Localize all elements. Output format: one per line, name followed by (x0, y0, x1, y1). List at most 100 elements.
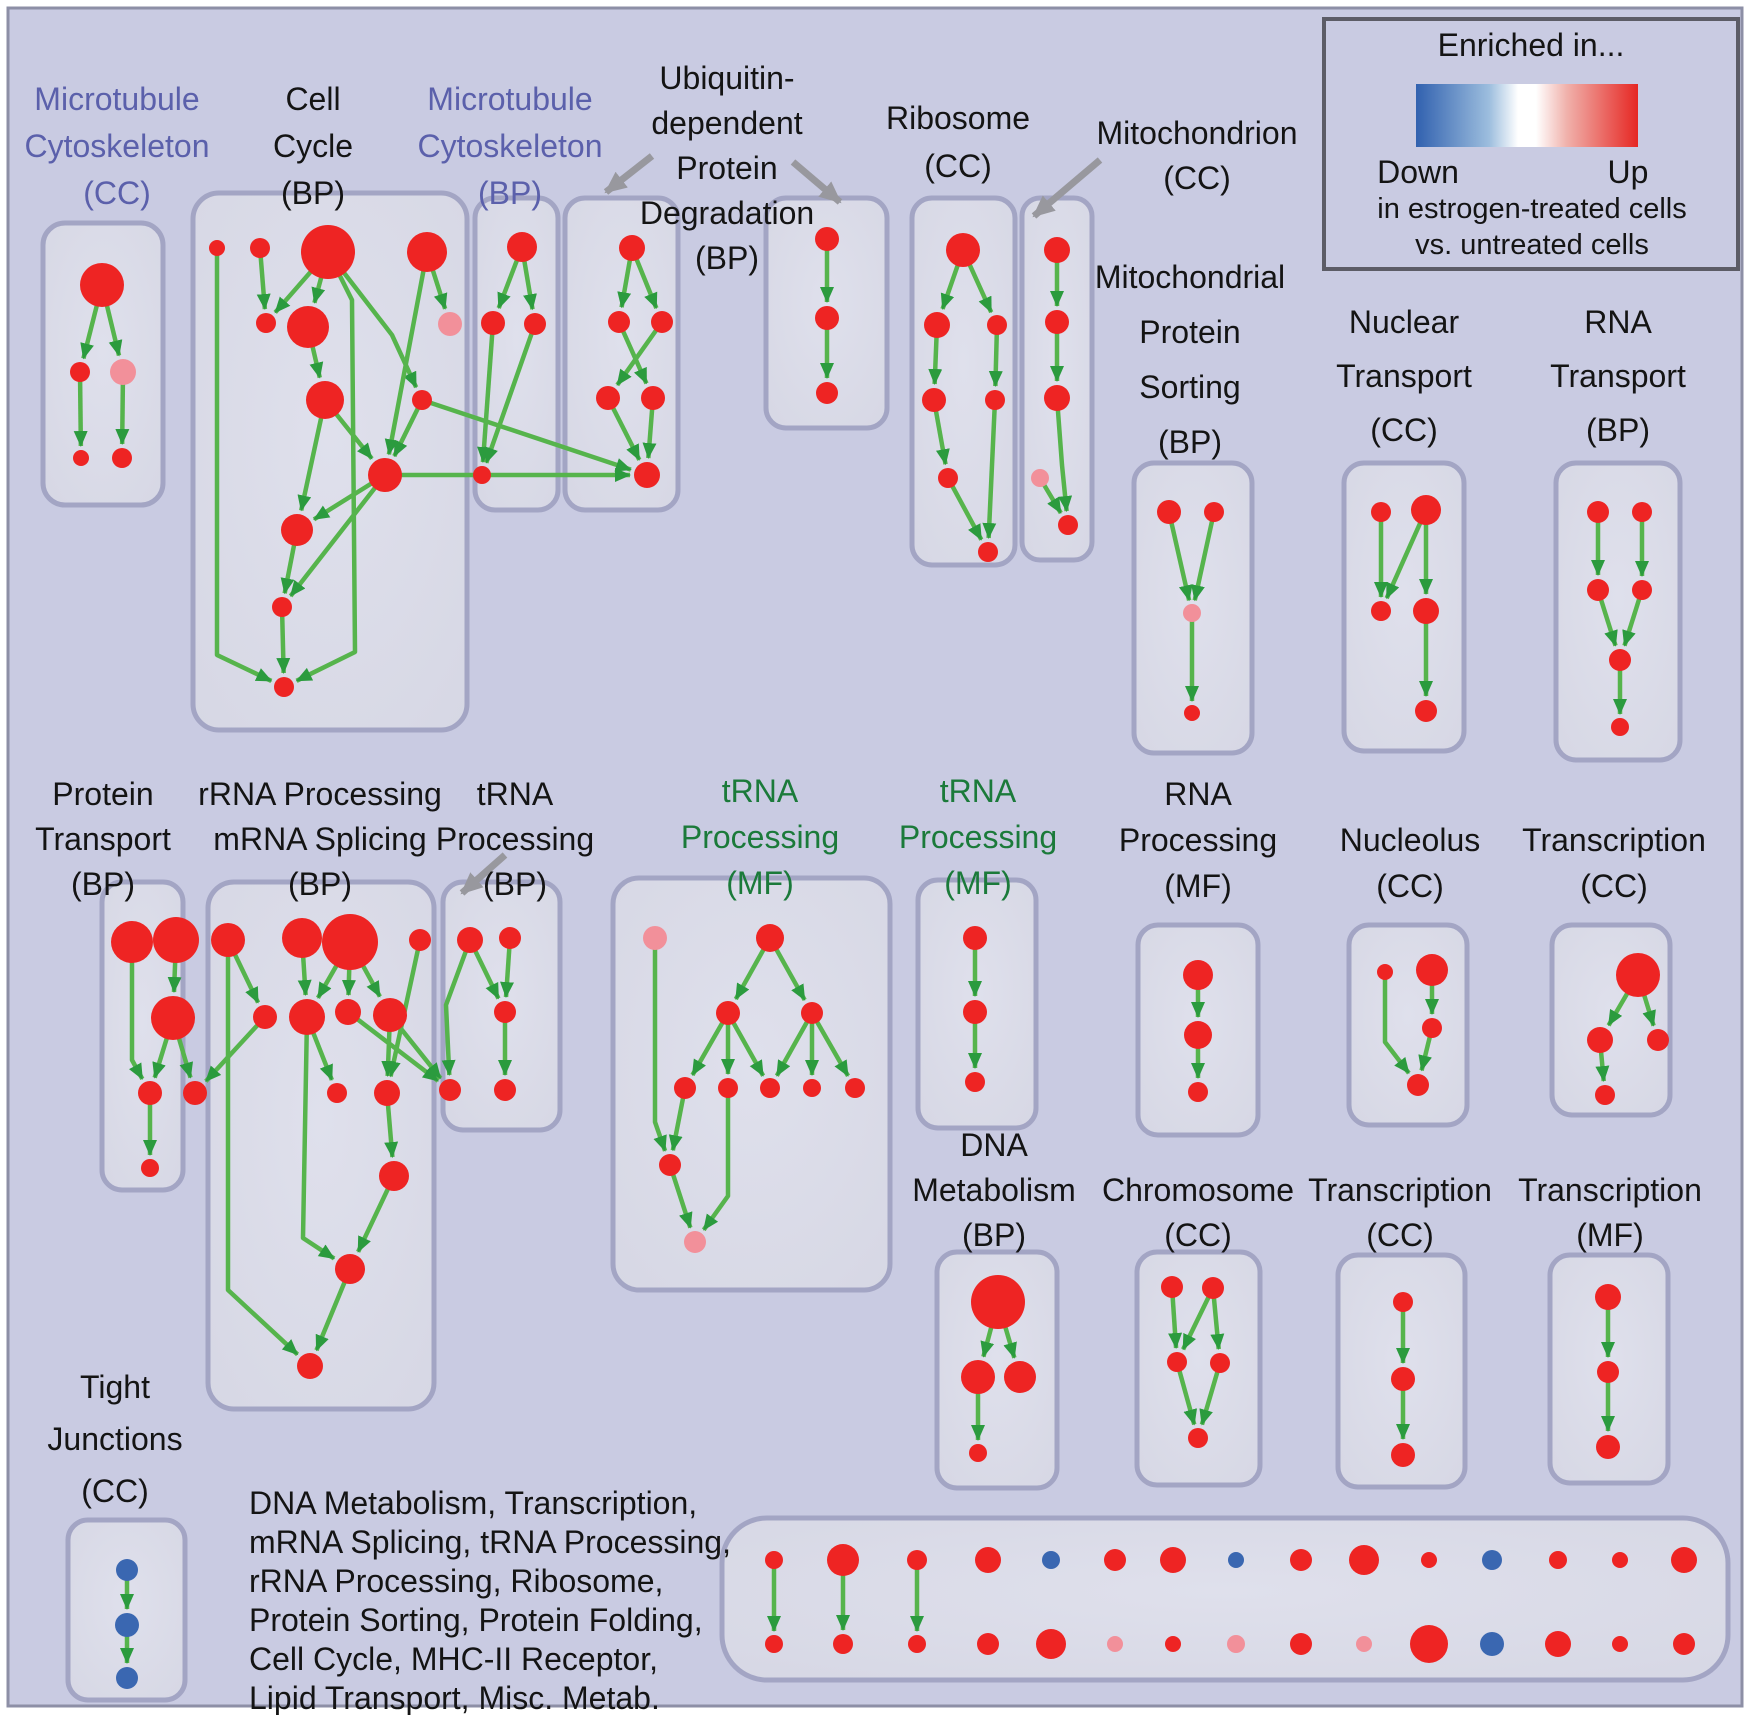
node-mt-bp-c (473, 466, 491, 484)
node-rrna-G (335, 999, 361, 1025)
node-nucleolus-b (1407, 1074, 1429, 1096)
trna-bp-label: tRNA Processing (BP) (436, 776, 594, 902)
dna-metabolism-label: DNA Metabolism (BP) (912, 1127, 1076, 1253)
node-nuclear-transport-d (1413, 598, 1439, 624)
node-trna-mf1-t (756, 924, 784, 952)
node-misc-strip-t6 (1104, 1549, 1126, 1571)
edge-ribosome-n5-b (946, 476, 984, 541)
edge-mt-cc-b-d (73, 371, 88, 448)
node-rrna-I (327, 1083, 347, 1103)
node-cell-cycle-xl (301, 225, 355, 279)
node-cell-cycle-l4 (407, 232, 447, 272)
node-tight-junctions-n1 (116, 1559, 138, 1581)
legend-subtitle-1: in estrogen-treated cells (1377, 193, 1687, 225)
node-misc-strip-b7 (1165, 1636, 1181, 1652)
node-misc-strip-b5 (1036, 1629, 1066, 1659)
node-protein-transport-e (183, 1081, 207, 1105)
edge-ribosome-m3-b (982, 399, 998, 540)
node-protein-transport-f (141, 1159, 159, 1177)
cell-cycle-label: Cell Cycle (BP) (273, 81, 353, 211)
edge-ribosome-mr-m3 (988, 324, 1003, 388)
node-misc-strip-b13 (1545, 1631, 1571, 1657)
protein-transport-label: Protein Transport (BP) (35, 776, 171, 902)
node-transcription-mf-n2 (1597, 1361, 1619, 1383)
edge-mt-bp-a-c (477, 322, 496, 464)
group-box-trna-mf1 (610, 875, 893, 1293)
node-trna-mf1-b (801, 1002, 823, 1024)
node-transcription-cc2-r (1647, 1029, 1669, 1051)
transcription-mf-label: Transcription (MF) (1518, 1172, 1702, 1253)
node-rrna-D (409, 929, 431, 951)
edge-trna-bp-t1-x1 (441, 939, 473, 1077)
node-protein-transport-d (138, 1081, 162, 1105)
rna-processing-mf-label: RNA Processing (MF) (1119, 776, 1277, 904)
transcription-cc3-label: Transcription (CC) (1308, 1172, 1492, 1253)
cross-edge-rrna.G-trna-bp.x1 (346, 1010, 440, 1083)
node-misc-strip-b3 (908, 1635, 926, 1653)
node-protein-transport-b (153, 917, 199, 963)
node-cell-cycle-s1 (209, 240, 225, 256)
node-chromosome-ml (1167, 1352, 1187, 1372)
group-box-misc-strip (719, 1515, 1731, 1683)
edge-trna-mf1-pk1-d (652, 938, 668, 1152)
node-tight-junctions-n3 (116, 1667, 138, 1689)
node-mt-bp-a (481, 311, 505, 335)
group-box-chromosome (1134, 1249, 1263, 1488)
node-rrna-E (253, 1005, 277, 1029)
node-misc-strip-b4 (977, 1633, 999, 1655)
edge-mito-sorting-a-pk (1166, 511, 1193, 602)
node-rna-transport-d (1632, 580, 1652, 600)
node-rna-transport-f (1611, 718, 1629, 736)
node-chromosome-b (1188, 1428, 1208, 1448)
node-misc-strip-t14 (1612, 1552, 1628, 1568)
edge-mito-sorting-b-pk (1191, 511, 1217, 602)
mt-bp-label: Microtubule Cytoskeleton (BP) (418, 81, 603, 211)
node-rrna-F (289, 999, 325, 1035)
node-mitochondrion-pk (1031, 469, 1049, 487)
node-rna-transport-b (1632, 502, 1652, 522)
trna-mf2-label: tRNA Processing (MF) (899, 773, 1057, 901)
node-ub2-n2 (815, 306, 839, 330)
node-dna-metabolism-r (1004, 1361, 1036, 1393)
node-misc-strip-t9 (1290, 1549, 1312, 1571)
node-transcription-cc2-l (1587, 1027, 1613, 1053)
node-cell-cycle-pk7 (438, 312, 462, 336)
node-misc-strip-t5 (1042, 1551, 1060, 1569)
node-misc-strip-t13 (1549, 1551, 1567, 1569)
node-transcription-cc3-n3 (1391, 1443, 1415, 1467)
node-mt-cc-d (73, 450, 89, 466)
edge-cell-cycle-s12-s13 (276, 606, 291, 675)
node-trna-mf1-a (716, 1001, 740, 1025)
tight-junctions-label: Tight Junctions (CC) (47, 1369, 182, 1509)
node-mitochondrion-m2 (1044, 385, 1070, 411)
node-ub2-n1 (815, 227, 839, 251)
edge-chromosome-ml-b (1174, 1361, 1198, 1426)
node-trna-bp-x2 (494, 1079, 516, 1101)
node-trna-bp-x1 (439, 1079, 461, 1101)
group-box-rrna (205, 879, 437, 1412)
node-rna-transport-a (1587, 501, 1609, 523)
group-box-tight-junctions (65, 1517, 188, 1703)
edge-trna-mf1-c2-pk2 (701, 1088, 731, 1232)
node-transcription-mf-n1 (1595, 1284, 1621, 1310)
misc-categories-annotation: DNA Metabolism, Transcription, mRNA Splic… (249, 1485, 731, 1715)
mitochondrion-pointer-arrow (1031, 157, 1103, 219)
node-cell-cycle-s2 (250, 238, 270, 258)
node-mt-bp-t (507, 232, 537, 262)
node-ribosome-n5 (938, 468, 958, 488)
trna-mf1-label: tRNA Processing (MF) (681, 773, 839, 901)
node-rrna-L (335, 1254, 365, 1284)
node-ub1-d (641, 386, 665, 410)
cross-edge-rrna.E-protein-transport.e (204, 1015, 267, 1083)
node-mt-bp-b (524, 313, 546, 335)
node-trna-mf1-d (659, 1154, 681, 1176)
node-mitochondrion-m1 (1045, 310, 1069, 334)
node-trna-mf1-c5 (845, 1078, 865, 1098)
node-mitochondrion-t (1044, 237, 1070, 263)
rrna-label: rRNA Processing mRNA Splicing (BP) (198, 776, 442, 902)
node-chromosome-tl (1161, 1276, 1183, 1298)
node-rrna-J (374, 1080, 400, 1106)
node-ribosome-mr (987, 315, 1007, 335)
node-nuclear-transport-e (1415, 700, 1437, 722)
edge-rrna-F-L (300, 1016, 336, 1261)
